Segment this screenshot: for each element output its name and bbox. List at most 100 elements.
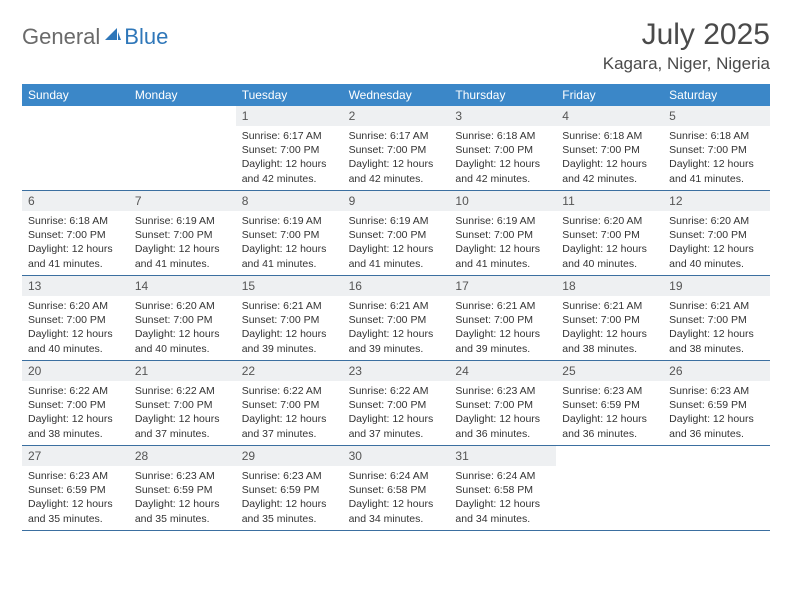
cell-body: Sunrise: 6:19 AMSunset: 7:00 PMDaylight:… — [236, 211, 343, 275]
location: Kagara, Niger, Nigeria — [603, 54, 770, 74]
day-number: 10 — [449, 191, 556, 211]
cell-body: Sunrise: 6:23 AMSunset: 6:59 PMDaylight:… — [236, 466, 343, 530]
calendar-cell: 10Sunrise: 6:19 AMSunset: 7:00 PMDayligh… — [449, 191, 556, 275]
day-number: 4 — [556, 106, 663, 126]
daylight-text-1: Daylight: 12 hours — [28, 327, 123, 341]
sunset-text: Sunset: 7:00 PM — [455, 228, 550, 242]
day-number: 28 — [129, 446, 236, 466]
daylight-text-2: and 40 minutes. — [562, 257, 657, 271]
day-number: 27 — [22, 446, 129, 466]
calendar-cell: 12Sunrise: 6:20 AMSunset: 7:00 PMDayligh… — [663, 191, 770, 275]
sunset-text: Sunset: 6:58 PM — [455, 483, 550, 497]
daylight-text-2: and 34 minutes. — [349, 512, 444, 526]
daylight-text-1: Daylight: 12 hours — [349, 497, 444, 511]
calendar-cell: 23Sunrise: 6:22 AMSunset: 7:00 PMDayligh… — [343, 361, 450, 445]
daylight-text-1: Daylight: 12 hours — [562, 412, 657, 426]
daylight-text-2: and 42 minutes. — [242, 172, 337, 186]
daylight-text-1: Daylight: 12 hours — [455, 412, 550, 426]
sunset-text: Sunset: 7:00 PM — [135, 228, 230, 242]
daylight-text-1: Daylight: 12 hours — [135, 242, 230, 256]
daylight-text-1: Daylight: 12 hours — [562, 327, 657, 341]
day-number: 12 — [663, 191, 770, 211]
sunrise-text: Sunrise: 6:19 AM — [349, 214, 444, 228]
calendar-cell: 20Sunrise: 6:22 AMSunset: 7:00 PMDayligh… — [22, 361, 129, 445]
cell-body: Sunrise: 6:20 AMSunset: 7:00 PMDaylight:… — [663, 211, 770, 275]
calendar-cell: 2Sunrise: 6:17 AMSunset: 7:00 PMDaylight… — [343, 106, 450, 190]
sunset-text: Sunset: 7:00 PM — [242, 143, 337, 157]
sunrise-text: Sunrise: 6:22 AM — [28, 384, 123, 398]
sunrise-text: Sunrise: 6:18 AM — [455, 129, 550, 143]
calendar-cell: 16Sunrise: 6:21 AMSunset: 7:00 PMDayligh… — [343, 276, 450, 360]
daylight-text-2: and 38 minutes. — [562, 342, 657, 356]
daylight-text-1: Daylight: 12 hours — [135, 412, 230, 426]
daylight-text-1: Daylight: 12 hours — [669, 412, 764, 426]
cell-body: Sunrise: 6:18 AMSunset: 7:00 PMDaylight:… — [449, 126, 556, 190]
calendar-cell: 5Sunrise: 6:18 AMSunset: 7:00 PMDaylight… — [663, 106, 770, 190]
daylight-text-1: Daylight: 12 hours — [242, 497, 337, 511]
daylight-text-2: and 41 minutes. — [349, 257, 444, 271]
cell-body: Sunrise: 6:23 AMSunset: 7:00 PMDaylight:… — [449, 381, 556, 445]
sunrise-text: Sunrise: 6:22 AM — [349, 384, 444, 398]
daylight-text-1: Daylight: 12 hours — [562, 242, 657, 256]
cell-body: Sunrise: 6:18 AMSunset: 7:00 PMDaylight:… — [22, 211, 129, 275]
cell-body: Sunrise: 6:23 AMSunset: 6:59 PMDaylight:… — [129, 466, 236, 530]
daylight-text-1: Daylight: 12 hours — [28, 497, 123, 511]
day-number: 25 — [556, 361, 663, 381]
calendar-week: 13Sunrise: 6:20 AMSunset: 7:00 PMDayligh… — [22, 276, 770, 361]
daylight-text-2: and 42 minutes. — [349, 172, 444, 186]
day-header: Tuesday — [236, 84, 343, 106]
daylight-text-1: Daylight: 12 hours — [349, 157, 444, 171]
cell-body: Sunrise: 6:23 AMSunset: 6:59 PMDaylight:… — [556, 381, 663, 445]
daylight-text-2: and 37 minutes. — [242, 427, 337, 441]
daylight-text-1: Daylight: 12 hours — [242, 327, 337, 341]
sunset-text: Sunset: 7:00 PM — [669, 313, 764, 327]
calendar-week: 20Sunrise: 6:22 AMSunset: 7:00 PMDayligh… — [22, 361, 770, 446]
sunset-text: Sunset: 7:00 PM — [455, 398, 550, 412]
daylight-text-1: Daylight: 12 hours — [669, 327, 764, 341]
daylight-text-1: Daylight: 12 hours — [455, 242, 550, 256]
day-header: Monday — [129, 84, 236, 106]
daylight-text-2: and 39 minutes. — [349, 342, 444, 356]
calendar-cell: 6Sunrise: 6:18 AMSunset: 7:00 PMDaylight… — [22, 191, 129, 275]
daylight-text-1: Daylight: 12 hours — [28, 412, 123, 426]
daylight-text-2: and 41 minutes. — [455, 257, 550, 271]
cell-body: Sunrise: 6:19 AMSunset: 7:00 PMDaylight:… — [343, 211, 450, 275]
calendar-cell — [129, 106, 236, 190]
sunset-text: Sunset: 7:00 PM — [135, 398, 230, 412]
day-number: 15 — [236, 276, 343, 296]
day-number: 3 — [449, 106, 556, 126]
sunrise-text: Sunrise: 6:23 AM — [455, 384, 550, 398]
month-title: July 2025 — [603, 18, 770, 52]
day-header: Saturday — [663, 84, 770, 106]
cell-body: Sunrise: 6:21 AMSunset: 7:00 PMDaylight:… — [449, 296, 556, 360]
daylight-text-2: and 38 minutes. — [669, 342, 764, 356]
day-number: 26 — [663, 361, 770, 381]
day-number: 13 — [22, 276, 129, 296]
daylight-text-2: and 35 minutes. — [242, 512, 337, 526]
sunrise-text: Sunrise: 6:20 AM — [28, 299, 123, 313]
sunset-text: Sunset: 7:00 PM — [349, 313, 444, 327]
sunset-text: Sunset: 7:00 PM — [669, 228, 764, 242]
day-number: 29 — [236, 446, 343, 466]
daylight-text-1: Daylight: 12 hours — [349, 412, 444, 426]
cell-body: Sunrise: 6:22 AMSunset: 7:00 PMDaylight:… — [22, 381, 129, 445]
header: General Blue July 2025 Kagara, Niger, Ni… — [22, 18, 770, 74]
daylight-text-2: and 37 minutes. — [135, 427, 230, 441]
daylight-text-1: Daylight: 12 hours — [669, 157, 764, 171]
daylight-text-1: Daylight: 12 hours — [455, 497, 550, 511]
calendar-cell — [556, 446, 663, 530]
sunset-text: Sunset: 7:00 PM — [349, 228, 444, 242]
daylight-text-1: Daylight: 12 hours — [28, 242, 123, 256]
sunset-text: Sunset: 7:00 PM — [28, 228, 123, 242]
sunset-text: Sunset: 6:59 PM — [562, 398, 657, 412]
day-number: 1 — [236, 106, 343, 126]
cell-body: Sunrise: 6:17 AMSunset: 7:00 PMDaylight:… — [343, 126, 450, 190]
daylight-text-1: Daylight: 12 hours — [455, 157, 550, 171]
sunset-text: Sunset: 7:00 PM — [562, 313, 657, 327]
cell-body: Sunrise: 6:23 AMSunset: 6:59 PMDaylight:… — [22, 466, 129, 530]
daylight-text-2: and 40 minutes. — [28, 342, 123, 356]
sunset-text: Sunset: 6:59 PM — [669, 398, 764, 412]
day-number: 23 — [343, 361, 450, 381]
daylight-text-2: and 36 minutes. — [669, 427, 764, 441]
daylight-text-1: Daylight: 12 hours — [135, 497, 230, 511]
